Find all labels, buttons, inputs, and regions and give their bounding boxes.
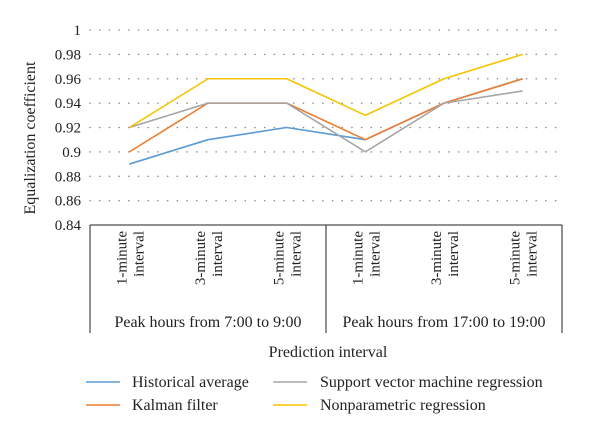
y-tick-label: 0.96 bbox=[55, 72, 82, 88]
legend-label-kalman-filter: Kalman filter bbox=[132, 397, 218, 414]
category-label: 5-minuteinterval bbox=[272, 231, 305, 285]
category-label: 3-minuteinterval bbox=[429, 231, 462, 285]
y-tick-label: 0.88 bbox=[55, 169, 81, 185]
series-line-support-vector-machine-regression bbox=[129, 90, 523, 153]
legend: Historical average Kalman filter Support v… bbox=[86, 374, 543, 414]
y-tick-label: 0.92 bbox=[55, 121, 81, 137]
y-axis-ticks: 0.84 0.86 0.88 0.9 0.92 0.94 0.96 0.98 1 bbox=[55, 23, 82, 234]
gridlines bbox=[89, 29, 563, 202]
y-axis-title: Equalization coefficient bbox=[22, 61, 39, 215]
y-tick-label: 0.84 bbox=[55, 218, 82, 234]
y-tick-label: 0.98 bbox=[55, 47, 81, 63]
x-axis-title: Prediction interval bbox=[269, 344, 388, 361]
category-label: 1-minuteinterval bbox=[350, 231, 383, 285]
y-tick-label: 1 bbox=[74, 23, 82, 39]
legend-label-historical-average: Historical average bbox=[132, 374, 249, 391]
legend-label-support-vector-machine-regression: Support vector machine regression bbox=[320, 374, 543, 391]
axes bbox=[89, 224, 563, 333]
y-tick-label: 0.94 bbox=[55, 96, 82, 112]
category-labels: 1-minuteinterval 3-minuteinterval 5-minute… bbox=[114, 231, 540, 285]
series-line-kalman-filter bbox=[128, 77, 523, 153]
y-tick-label: 0.9 bbox=[62, 145, 81, 161]
legend-label-nonparametric-regression: Nonparametric regression bbox=[320, 397, 486, 414]
y-tick-label: 0.86 bbox=[55, 194, 82, 210]
category-label: 3-minuteinterval bbox=[193, 231, 226, 285]
category-label: 5-minuteinterval bbox=[508, 231, 541, 285]
series-line-nonparametric-regression bbox=[128, 53, 523, 129]
series-lines bbox=[128, 53, 523, 165]
group-labels: Peak hours from 7:00 to 9:00 Peak hours f… bbox=[114, 314, 545, 331]
group-label: Peak hours from 17:00 to 19:00 bbox=[342, 314, 545, 331]
group-label: Peak hours from 7:00 to 9:00 bbox=[114, 314, 301, 331]
category-label: 1-minuteinterval bbox=[114, 231, 147, 285]
